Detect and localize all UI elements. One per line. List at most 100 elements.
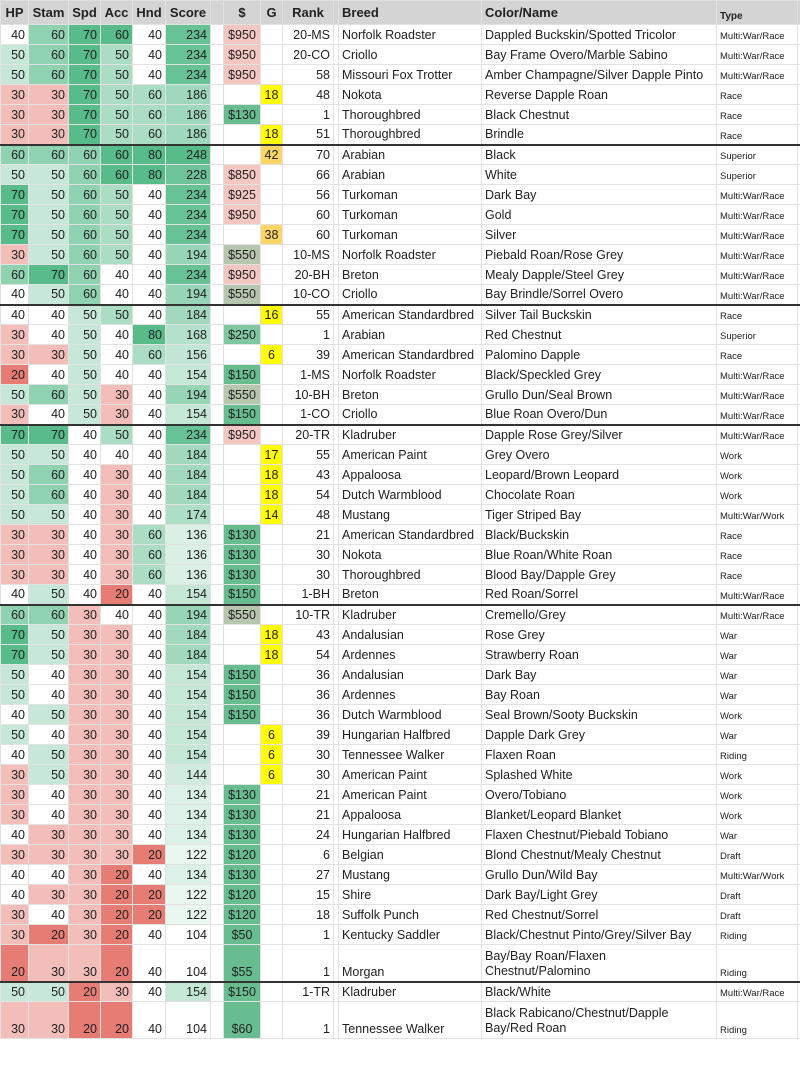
hnd-cell[interactable]: 40 bbox=[132, 1001, 166, 1039]
color-name-cell[interactable]: Black bbox=[481, 144, 717, 165]
hp-cell[interactable]: 60 bbox=[0, 144, 29, 165]
price-cell[interactable] bbox=[223, 124, 261, 146]
breed-cell[interactable]: Shire bbox=[338, 884, 482, 905]
blank-cell[interactable] bbox=[210, 204, 224, 225]
g-cell[interactable] bbox=[260, 244, 283, 265]
stam-cell[interactable]: 60 bbox=[28, 44, 69, 65]
breed-cell[interactable]: Kentucky Saddler bbox=[338, 924, 482, 945]
price-cell[interactable]: $550 bbox=[223, 244, 261, 265]
blank-cell[interactable] bbox=[210, 904, 224, 925]
price-cell[interactable]: $130 bbox=[223, 824, 261, 845]
price-cell[interactable]: $950 bbox=[223, 64, 261, 85]
spd-cell[interactable]: 50 bbox=[68, 364, 101, 385]
color-name-cell[interactable]: Dark Bay bbox=[481, 184, 717, 205]
color-name-cell[interactable]: Leopard/Brown Leopard bbox=[481, 464, 717, 485]
hp-cell[interactable]: 20 bbox=[0, 364, 29, 385]
stam-cell[interactable]: 60 bbox=[28, 64, 69, 85]
color-name-cell[interactable]: Blue Roan Overo/Dun bbox=[481, 404, 717, 426]
price-cell[interactable] bbox=[223, 224, 261, 245]
hnd-cell[interactable]: 40 bbox=[132, 284, 166, 306]
hnd-cell[interactable]: 60 bbox=[132, 84, 166, 105]
spd-cell[interactable]: 30 bbox=[68, 784, 101, 805]
hp-cell[interactable]: 70 bbox=[0, 204, 29, 225]
stam-cell[interactable]: 50 bbox=[28, 444, 69, 465]
spd-cell[interactable]: 30 bbox=[68, 704, 101, 725]
rank-cell[interactable]: 55 bbox=[282, 304, 334, 325]
g-cell[interactable]: 18 bbox=[260, 484, 283, 505]
hp-cell[interactable]: 40 bbox=[0, 864, 29, 885]
spd-cell[interactable]: 40 bbox=[68, 564, 101, 585]
type-cell[interactable]: Race bbox=[716, 124, 798, 146]
spd-cell[interactable]: 30 bbox=[68, 664, 101, 685]
stam-cell[interactable]: 50 bbox=[28, 744, 69, 765]
spd-cell[interactable]: 30 bbox=[68, 684, 101, 705]
hnd-cell[interactable]: 40 bbox=[132, 304, 166, 325]
breed-cell[interactable]: American Paint bbox=[338, 444, 482, 465]
acc-cell[interactable]: 30 bbox=[100, 684, 133, 705]
header-color-name[interactable]: Color/Name bbox=[481, 0, 717, 25]
hp-cell[interactable]: 50 bbox=[0, 664, 29, 685]
hnd-cell[interactable]: 40 bbox=[132, 804, 166, 825]
acc-cell[interactable]: 20 bbox=[100, 864, 133, 885]
price-cell[interactable]: $130 bbox=[223, 524, 261, 545]
hnd-cell[interactable]: 40 bbox=[132, 64, 166, 85]
color-name-cell[interactable]: White bbox=[481, 164, 717, 185]
stam-cell[interactable]: 30 bbox=[28, 344, 69, 365]
rank-cell[interactable]: 51 bbox=[282, 124, 334, 146]
stam-cell[interactable]: 70 bbox=[28, 424, 69, 445]
price-cell[interactable]: $150 bbox=[223, 404, 261, 426]
breed-cell[interactable]: Norfolk Roadster bbox=[338, 244, 482, 265]
acc-cell[interactable]: 30 bbox=[100, 844, 133, 865]
rank-cell[interactable]: 1-MS bbox=[282, 364, 334, 385]
acc-cell[interactable]: 30 bbox=[100, 664, 133, 685]
g-cell[interactable] bbox=[260, 284, 283, 306]
rank-cell[interactable]: 1-TR bbox=[282, 981, 334, 1002]
acc-cell[interactable]: 30 bbox=[100, 744, 133, 765]
price-cell[interactable]: $55 bbox=[223, 944, 261, 983]
stam-cell[interactable]: 60 bbox=[28, 604, 69, 625]
rank-cell[interactable]: 43 bbox=[282, 624, 334, 645]
type-cell[interactable]: War bbox=[716, 684, 798, 705]
stam-cell[interactable]: 40 bbox=[28, 904, 69, 925]
color-name-cell[interactable]: Dark Bay bbox=[481, 664, 717, 685]
hnd-cell[interactable]: 40 bbox=[132, 644, 166, 665]
type-cell[interactable]: Race bbox=[716, 84, 798, 105]
stam-cell[interactable]: 50 bbox=[28, 164, 69, 185]
blank-cell[interactable] bbox=[210, 404, 224, 426]
type-cell[interactable]: Superior bbox=[716, 144, 798, 165]
type-cell[interactable]: War bbox=[716, 664, 798, 685]
acc-cell[interactable]: 30 bbox=[100, 384, 133, 405]
hp-cell[interactable]: 30 bbox=[0, 544, 29, 565]
price-cell[interactable] bbox=[223, 84, 261, 105]
score-cell[interactable]: 168 bbox=[165, 324, 211, 345]
blank-cell[interactable] bbox=[210, 884, 224, 905]
score-cell[interactable]: 154 bbox=[165, 664, 211, 685]
acc-cell[interactable]: 50 bbox=[100, 44, 133, 65]
score-cell[interactable]: 234 bbox=[165, 224, 211, 245]
rank-cell[interactable]: 36 bbox=[282, 664, 334, 685]
g-cell[interactable] bbox=[260, 584, 283, 606]
score-cell[interactable]: 136 bbox=[165, 524, 211, 545]
hnd-cell[interactable]: 80 bbox=[132, 324, 166, 345]
color-name-cell[interactable]: Grullo Dun/Wild Bay bbox=[481, 864, 717, 885]
breed-cell[interactable]: Appaloosa bbox=[338, 464, 482, 485]
hp-cell[interactable]: 30 bbox=[0, 124, 29, 146]
stam-cell[interactable]: 40 bbox=[28, 684, 69, 705]
score-cell[interactable]: 154 bbox=[165, 981, 211, 1002]
g-cell[interactable] bbox=[260, 64, 283, 85]
blank-cell[interactable] bbox=[210, 764, 224, 785]
breed-cell[interactable]: Nokota bbox=[338, 84, 482, 105]
price-cell[interactable] bbox=[223, 144, 261, 165]
type-cell[interactable]: Race bbox=[716, 524, 798, 545]
g-cell[interactable]: 18 bbox=[260, 124, 283, 146]
g-cell[interactable]: 42 bbox=[260, 144, 283, 165]
type-cell[interactable]: Multi:War/Race bbox=[716, 981, 798, 1002]
type-cell[interactable]: Multi:War/Race bbox=[716, 224, 798, 245]
score-cell[interactable]: 234 bbox=[165, 424, 211, 445]
price-cell[interactable]: $120 bbox=[223, 884, 261, 905]
hp-cell[interactable]: 30 bbox=[0, 344, 29, 365]
color-name-cell[interactable]: Dark Bay/Light Grey bbox=[481, 884, 717, 905]
price-cell[interactable]: $150 bbox=[223, 704, 261, 725]
g-cell[interactable]: 38 bbox=[260, 224, 283, 245]
type-cell[interactable]: Multi:War/Work bbox=[716, 864, 798, 885]
